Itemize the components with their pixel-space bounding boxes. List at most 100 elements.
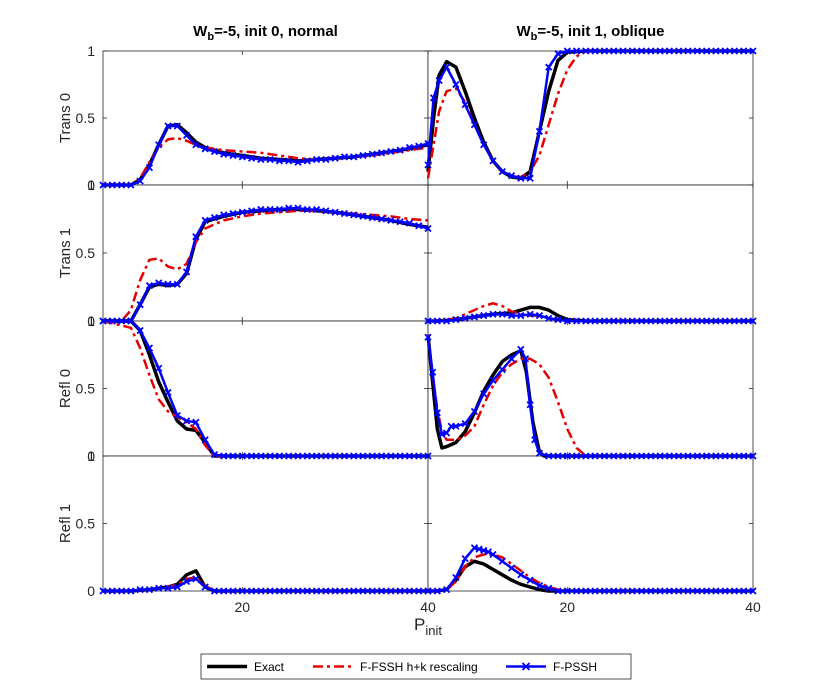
y-tick-label: 0.5 [76, 245, 96, 261]
data-point-marker [303, 205, 311, 214]
data-point-marker [331, 452, 339, 460]
data-point-marker [312, 587, 321, 595]
data-point-marker [145, 282, 154, 290]
series-line-fpssh [103, 319, 428, 458]
data-point-marker [730, 317, 739, 325]
data-point-marker [127, 181, 135, 189]
data-point-marker [749, 47, 757, 55]
data-point-marker [535, 581, 544, 590]
data-point-marker [619, 317, 627, 325]
data-point-marker [554, 452, 562, 460]
y-tick-label: 1 [87, 177, 95, 193]
x-tick-label: 40 [420, 599, 436, 615]
data-point-marker [331, 208, 339, 216]
y-tick-label: 0 [87, 177, 95, 193]
data-point-marker [628, 452, 636, 460]
data-point-marker [693, 317, 701, 325]
data-point-marker [164, 584, 172, 592]
data-point-marker [610, 47, 618, 55]
series-line-fpssh [103, 124, 429, 187]
row-label: Trans 1 [57, 228, 74, 278]
data-point-marker [350, 211, 358, 219]
data-point-marker [507, 311, 516, 320]
data-point-marker [340, 587, 349, 595]
data-point-marker [340, 452, 349, 460]
data-point-marker [712, 47, 720, 55]
data-point-marker [424, 333, 432, 341]
data-point-marker [665, 452, 674, 460]
data-point-marker [257, 587, 265, 595]
series-line-fpssh [428, 312, 753, 323]
data-point-marker [628, 317, 636, 325]
data-point-marker [285, 157, 293, 165]
data-point-marker [684, 452, 692, 460]
data-point-marker [545, 584, 553, 592]
panel-frame [427, 50, 754, 186]
data-point-marker [600, 452, 609, 460]
x-tick-label: 20 [559, 599, 575, 615]
panel-frame [102, 455, 429, 592]
data-point-marker [350, 153, 358, 161]
data-point-marker [693, 587, 701, 595]
data-point-marker [145, 344, 154, 352]
data-point-marker [461, 314, 469, 322]
data-point-marker [210, 147, 219, 156]
data-point-marker [507, 564, 516, 572]
data-point-marker [730, 587, 739, 595]
data-point-marker [350, 587, 358, 595]
data-point-marker [377, 149, 386, 157]
data-point-marker [415, 587, 423, 595]
legend-label: F-PSSH [553, 660, 597, 674]
y-tick-label: 0 [87, 313, 95, 329]
data-point-marker [377, 452, 386, 460]
data-point-marker [415, 142, 423, 150]
legend-box [200, 653, 632, 680]
data-point-marker [405, 219, 414, 227]
data-point-marker [108, 181, 116, 189]
data-point-marker [294, 452, 302, 460]
data-point-marker [377, 215, 386, 223]
data-point-marker [619, 47, 627, 55]
data-point-marker [155, 141, 163, 149]
data-point-marker [572, 317, 581, 325]
data-point-marker [247, 154, 256, 162]
data-point-marker [192, 575, 200, 583]
data-point-marker [99, 587, 107, 595]
data-point-marker [619, 587, 627, 595]
data-point-marker [656, 587, 664, 595]
data-point-marker [517, 174, 525, 182]
y-tick-label: 0 [87, 448, 95, 464]
data-point-marker [155, 364, 163, 372]
data-point-marker [247, 587, 256, 595]
data-point-marker [452, 573, 460, 582]
data-point-marker [545, 452, 553, 460]
data-point-marker [415, 452, 423, 460]
data-point-marker [99, 181, 107, 189]
data-point-marker [461, 554, 469, 563]
data-point-marker [201, 436, 209, 444]
data-point-marker [591, 587, 599, 595]
data-point-marker [740, 452, 748, 460]
data-point-marker [340, 209, 349, 218]
y-tick-label: 0.5 [76, 381, 96, 397]
data-point-marker [470, 407, 479, 416]
data-point-marker [712, 587, 720, 595]
data-point-marker [535, 311, 544, 320]
data-point-marker [294, 587, 302, 595]
data-point-marker [526, 310, 534, 318]
data-point-marker [294, 158, 302, 166]
data-point-marker [201, 216, 209, 224]
data-point-marker [405, 587, 414, 595]
data-point-marker [484, 548, 492, 556]
data-point-marker [517, 345, 525, 353]
data-point-marker [517, 571, 525, 579]
data-point-marker [173, 122, 181, 130]
data-point-marker [563, 47, 571, 55]
data-point-marker [136, 586, 144, 594]
data-point-marker [521, 355, 530, 363]
data-point-marker [117, 317, 126, 325]
data-point-marker [220, 150, 228, 158]
data-point-marker [647, 317, 655, 325]
data-point-marker [368, 452, 376, 460]
